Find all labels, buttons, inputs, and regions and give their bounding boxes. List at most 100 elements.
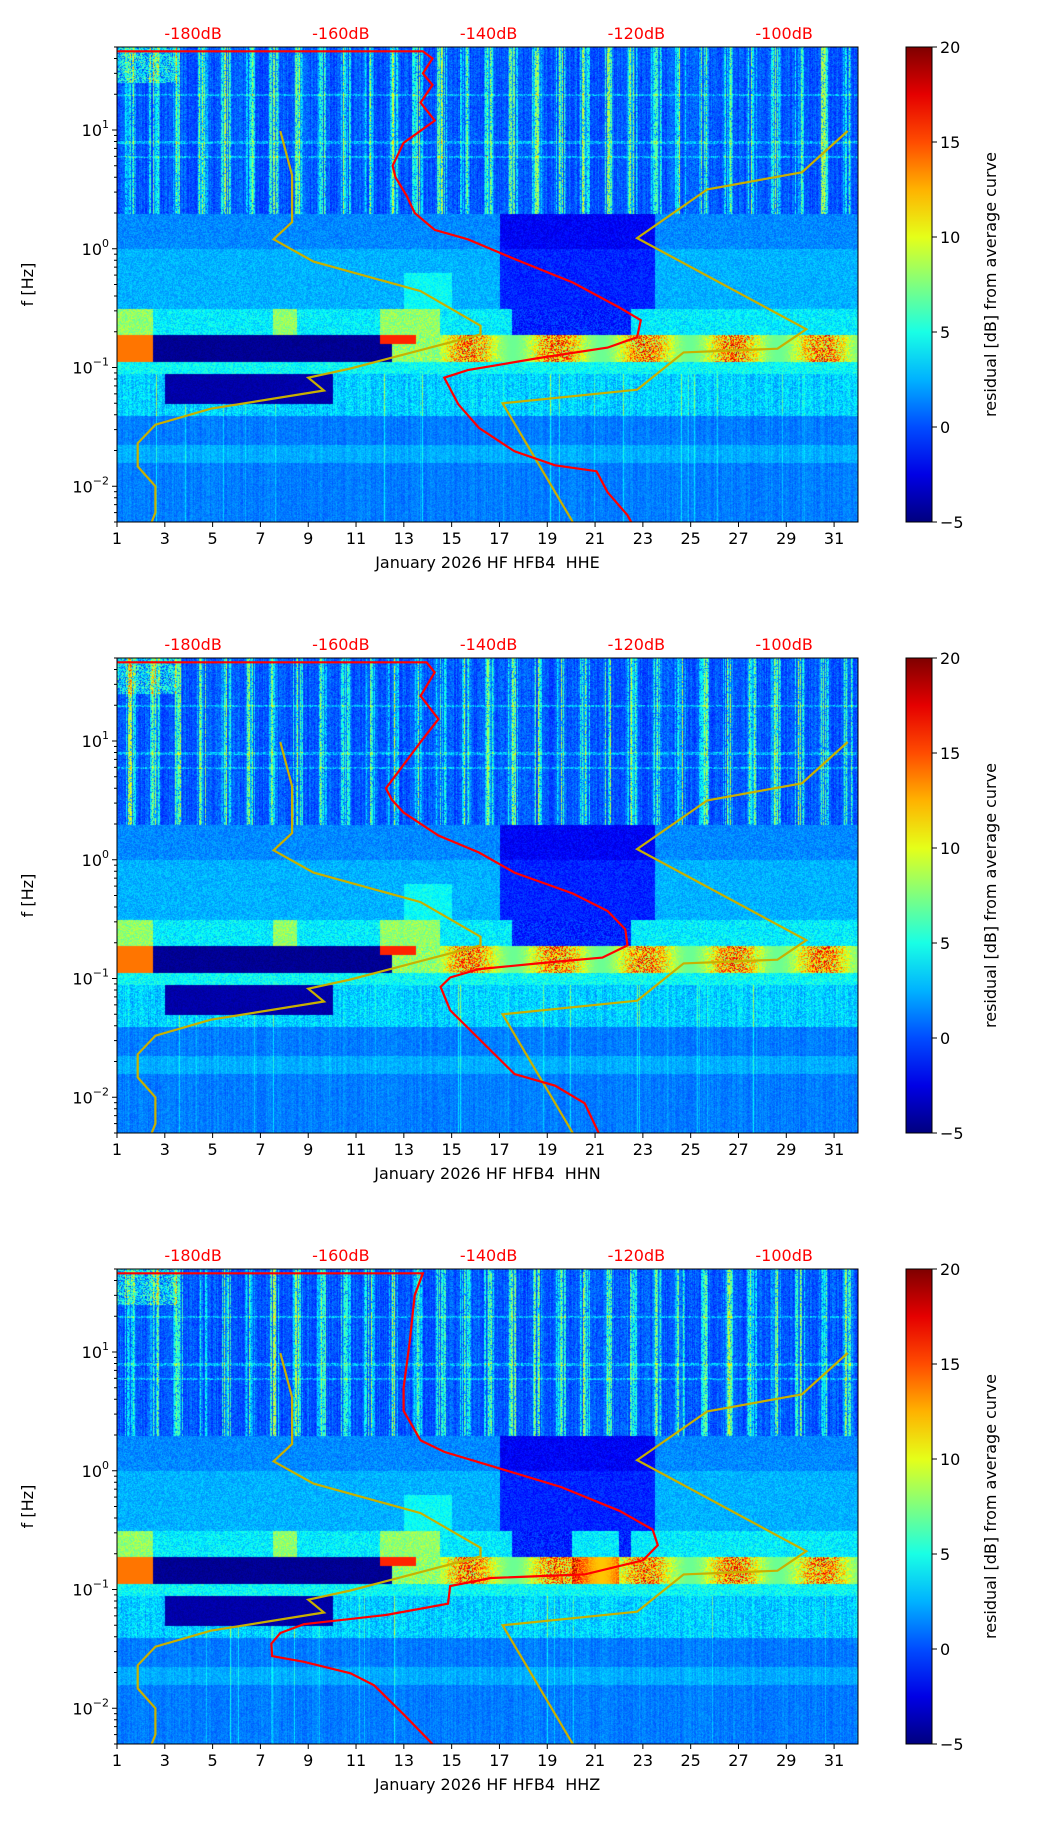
x-tick-label: 21: [585, 529, 605, 548]
colorbar-tick-label: 0: [940, 1640, 950, 1659]
top-db-label: -180dB: [164, 1246, 221, 1265]
colorbar: [905, 46, 933, 523]
colorbar-tick-label: 15: [940, 744, 960, 763]
spectrogram-panel-hhn: 1 3 5 7 9 11 13 15 17 19 21 23 25 27 29 31 January 2026 …: [18, 635, 1000, 1183]
x-tick-label: 13: [394, 1751, 414, 1770]
x-tick-label: 11: [346, 529, 366, 548]
spectrogram-image: [117, 1269, 858, 1744]
x-tick-label: 9: [303, 1751, 313, 1770]
median-psd-curve: [117, 661, 629, 1133]
y-tick-label: 10−2: [72, 1696, 109, 1718]
x-tick-label: 9: [303, 1140, 313, 1159]
top-db-label: -140dB: [460, 24, 517, 43]
colorbar-tick-label: 15: [940, 1355, 960, 1374]
x-axis-label: January 2026 HF HFB4 HHE: [374, 553, 600, 572]
x-tick-label: 27: [728, 1140, 748, 1159]
colorbar-tick-label: 20: [940, 1260, 960, 1279]
colorbar-label: residual [dB] from average curve: [981, 763, 1000, 1028]
y-axis-label: f [Hz]: [18, 263, 37, 307]
x-tick-label: 1: [112, 1751, 122, 1770]
colorbar-tick-label: 5: [940, 934, 950, 953]
x-tick-label: 7: [255, 1751, 265, 1770]
x-tick-label: 15: [441, 1140, 461, 1159]
top-db-label: -160dB: [312, 1246, 369, 1265]
x-tick-label: 7: [255, 1140, 265, 1159]
nhnm-curve: [500, 741, 849, 1133]
y-tick-label: 10−1: [72, 1578, 109, 1600]
colorbar-tick-label: 0: [940, 418, 950, 437]
colorbar-tick-label: 10: [940, 1450, 960, 1469]
x-tick-label: 13: [394, 529, 414, 548]
nlnm-curve: [136, 1352, 482, 1744]
x-tick-label: 19: [537, 1140, 557, 1159]
x-tick-label: 27: [728, 529, 748, 548]
x-tick-label: 11: [346, 1751, 366, 1770]
nlnm-curve: [136, 741, 482, 1133]
x-tick-label: 31: [824, 1140, 844, 1159]
x-tick-label: 23: [633, 529, 653, 548]
x-tick-label: 31: [824, 529, 844, 548]
spectrogram-image: [117, 47, 858, 522]
x-tick-label: 13: [394, 1140, 414, 1159]
colorbar-tick-label: 0: [940, 1029, 950, 1048]
y-axis-label: f [Hz]: [18, 874, 37, 918]
x-tick-label: 25: [680, 1751, 700, 1770]
x-tick-label: 5: [208, 1140, 218, 1159]
x-tick-label: 7: [255, 529, 265, 548]
x-tick-label: 21: [585, 1140, 605, 1159]
spectrogram-panel-hhz: 1 3 5 7 9 11 13 15 17 19 21 23 25 27 29 31 January 2026 …: [18, 1246, 1000, 1794]
top-db-label: -160dB: [312, 635, 369, 654]
top-db-label: -140dB: [460, 635, 517, 654]
x-tick-label: 5: [208, 529, 218, 548]
x-tick-label: 1: [112, 529, 122, 548]
top-db-label: -180dB: [164, 24, 221, 43]
top-db-label: -100dB: [755, 1246, 812, 1265]
colorbar-tick-label: −5: [940, 1124, 964, 1143]
x-tick-label: 9: [303, 529, 313, 548]
y-tick-label: 101: [82, 1340, 109, 1362]
x-axis-label: January 2026 HF HFB4 HHZ: [374, 1775, 600, 1794]
x-tick-label: 19: [537, 529, 557, 548]
x-tick-label: 1: [112, 1140, 122, 1159]
x-tick-label: 5: [208, 1751, 218, 1770]
colorbar-tick-label: 20: [940, 649, 960, 668]
colorbar-tick-label: −5: [940, 1735, 964, 1754]
colorbar-tick-label: 20: [940, 38, 960, 57]
x-tick-label: 21: [585, 1751, 605, 1770]
top-db-label: -100dB: [755, 635, 812, 654]
colorbar-tick-label: 10: [940, 839, 960, 858]
x-tick-label: 25: [680, 529, 700, 548]
y-axis-label: f [Hz]: [18, 1485, 37, 1529]
top-db-label: -140dB: [460, 1246, 517, 1265]
y-tick-label: 100: [82, 1459, 109, 1481]
colorbar-tick-label: −5: [940, 513, 964, 532]
x-tick-label: 15: [441, 529, 461, 548]
x-tick-label: 19: [537, 1751, 557, 1770]
x-tick-label: 17: [489, 1751, 509, 1770]
top-db-label: -120dB: [608, 1246, 665, 1265]
top-db-label: -160dB: [312, 24, 369, 43]
y-tick-label: 10−2: [72, 474, 109, 496]
top-db-label: -180dB: [164, 635, 221, 654]
x-tick-label: 3: [160, 529, 170, 548]
y-tick-label: 101: [82, 118, 109, 140]
x-tick-label: 31: [824, 1751, 844, 1770]
colorbar-tick-label: 5: [940, 323, 950, 342]
spectrogram-panel-hhe: 1 3 5 7 9 11 13 15 17 19 21 23 25 27 29 31 January 2026 …: [18, 24, 1000, 572]
x-tick-label: 25: [680, 1140, 700, 1159]
y-tick-label: 10−1: [72, 356, 109, 378]
median-psd-curve: [117, 50, 643, 522]
nhnm-curve: [500, 1352, 849, 1744]
spectrogram-image: [117, 658, 858, 1133]
x-tick-label: 29: [776, 1140, 796, 1159]
colorbar-tick-label: 5: [940, 1545, 950, 1564]
x-axis-label: January 2026 HF HFB4 HHN: [373, 1164, 600, 1183]
axes-frame: [116, 657, 859, 1134]
y-tick-label: 100: [82, 848, 109, 870]
y-tick-label: 101: [82, 729, 109, 751]
x-tick-label: 11: [346, 1140, 366, 1159]
nhnm-curve: [500, 130, 849, 522]
x-tick-label: 17: [489, 529, 509, 548]
